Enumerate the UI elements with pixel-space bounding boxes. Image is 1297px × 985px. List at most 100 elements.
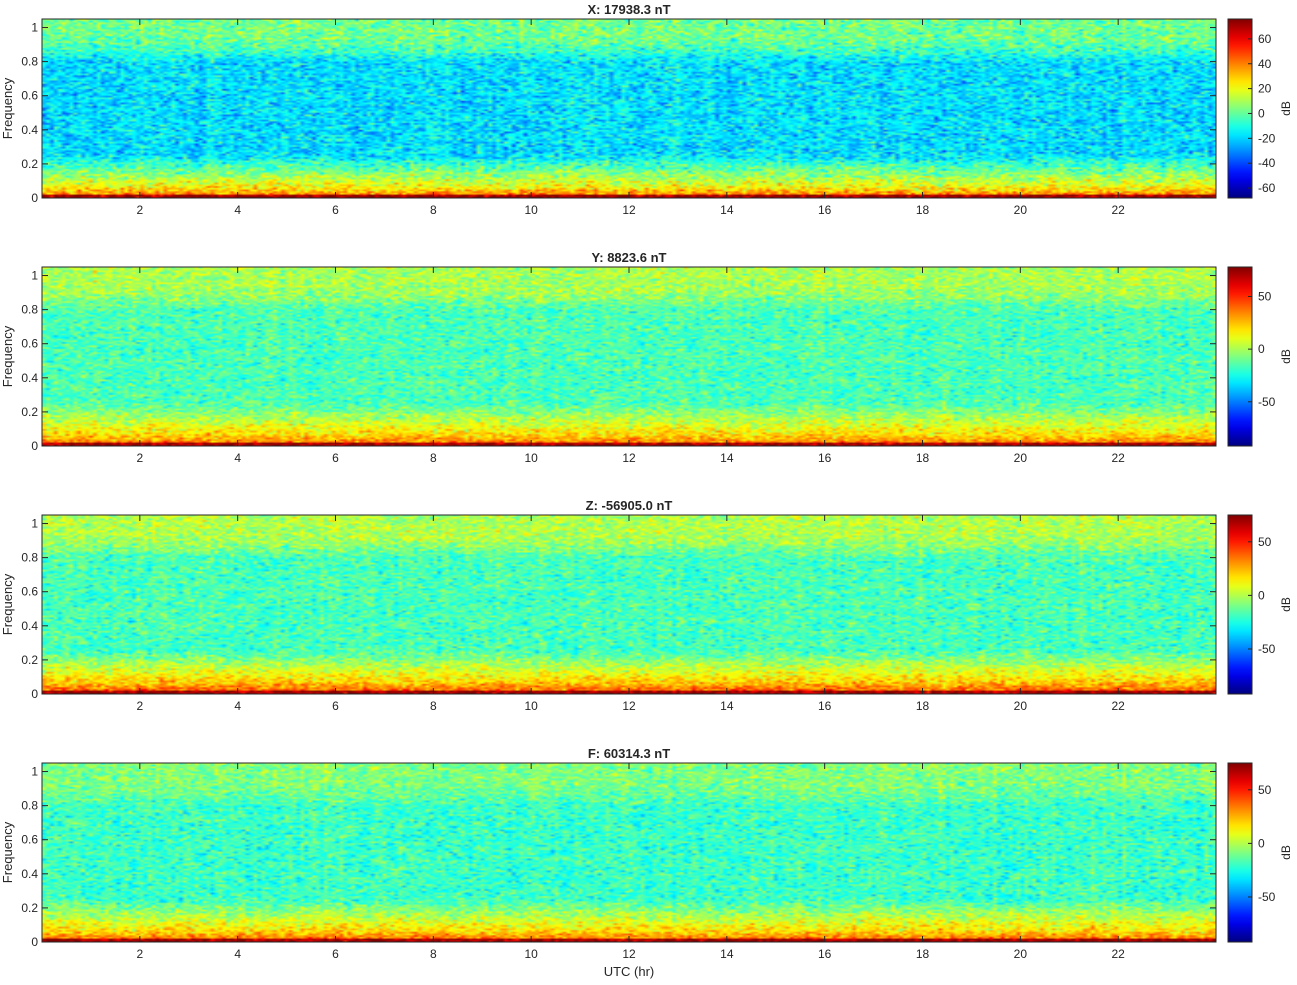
colorbar: -50 0 50 dB	[1227, 762, 1293, 943]
colorbar-tick-label: -50	[1258, 395, 1276, 409]
x-tick-label: 22	[1111, 203, 1125, 217]
y-tick-label: 0.8	[21, 303, 38, 317]
colorbar-tick-label: -20	[1258, 131, 1276, 145]
x-tick-label: 18	[916, 699, 930, 713]
spectrogram-panel-1: X: 17938.3 nT2 4 6 8 10 12 14 16 18 20 2200.20.40.…	[0, 2, 1293, 217]
x-tick-label: 16	[818, 699, 832, 713]
colorbar-scale	[1227, 762, 1253, 943]
panel-title: Z: -56905.0 nT	[586, 498, 673, 513]
y-tick-label: 0.4	[21, 867, 38, 881]
x-tick-label: 2	[136, 947, 143, 961]
colorbar-tick-label: -50	[1258, 642, 1276, 656]
y-tick-label: 0	[31, 687, 38, 701]
x-tick-label: 6	[332, 203, 339, 217]
x-tick-label: 20	[1014, 947, 1028, 961]
x-tick-label: 6	[332, 451, 339, 465]
y-tick-label: 0.2	[21, 653, 38, 667]
colorbar-tick-label: 50	[1258, 535, 1272, 549]
y-tick-label: 1	[31, 765, 38, 779]
y-tick-label: 1	[31, 21, 38, 35]
colorbar-tick-label: 0	[1258, 106, 1265, 120]
x-tick-label: 4	[234, 203, 241, 217]
y-tick-label: 0.6	[21, 89, 38, 103]
y-tick-label: 0.4	[21, 371, 38, 385]
colorbar-label: dB	[1279, 349, 1293, 364]
x-tick-label: 18	[916, 451, 930, 465]
colorbar-tick-label: -40	[1258, 156, 1276, 170]
x-tick-label: 10	[524, 203, 538, 217]
colorbar-tick-label: 40	[1258, 57, 1272, 71]
x-tick-label: 12	[622, 451, 636, 465]
x-tick-label: 22	[1111, 699, 1125, 713]
colorbar-tick-label: -50	[1258, 890, 1276, 904]
x-tick-label: 20	[1014, 203, 1028, 217]
colorbar: -60 -40 -20 0 20 40 60 dB	[1227, 18, 1293, 199]
y-tick-label: 0.2	[21, 405, 38, 419]
x-tick-label: 12	[622, 947, 636, 961]
x-tick-label: 8	[430, 451, 437, 465]
y-tick-label: 0.2	[21, 157, 38, 171]
x-tick-label: 20	[1014, 451, 1028, 465]
x-axis-label: UTC (hr)	[604, 964, 655, 979]
x-tick-label: 14	[720, 451, 734, 465]
y-tick-label: 0.6	[21, 833, 38, 847]
y-tick-label: 0.6	[21, 337, 38, 351]
colorbar-tick-label: -60	[1258, 181, 1276, 195]
y-axis-label: Frequency	[0, 325, 15, 387]
x-tick-label: 2	[136, 699, 143, 713]
x-tick-label: 14	[720, 947, 734, 961]
spectrogram-panel-2: Y: 8823.6 nT2 4 6 8 10 12 14 16 18 20 2200.20.40.6…	[0, 250, 1293, 465]
x-tick-label: 6	[332, 947, 339, 961]
x-tick-label: 4	[234, 699, 241, 713]
colorbar: -50 0 50 dB	[1227, 514, 1293, 695]
y-tick-label: 0.8	[21, 799, 38, 813]
spectrogram-panel-3: Z: -56905.0 nT2 4 6 8 10 12 14 16 18 20 2200.20.40…	[0, 498, 1293, 713]
panel-title: F: 60314.3 nT	[588, 746, 670, 761]
x-tick-label: 10	[524, 699, 538, 713]
x-tick-label: 4	[234, 947, 241, 961]
x-tick-label: 18	[916, 947, 930, 961]
x-tick-label: 18	[916, 203, 930, 217]
y-axis-label: Frequency	[0, 77, 15, 139]
colorbar-tick-label: 50	[1258, 783, 1272, 797]
y-tick-label: 0	[31, 935, 38, 949]
panel-title: Y: 8823.6 nT	[592, 250, 667, 265]
x-tick-label: 12	[622, 699, 636, 713]
y-tick-label: 0	[31, 191, 38, 205]
x-tick-label: 16	[818, 203, 832, 217]
colorbar-tick-label: 0	[1258, 588, 1265, 602]
spectrogram-image	[42, 763, 1216, 942]
y-axis-label: Frequency	[0, 573, 15, 635]
colorbar-label: dB	[1279, 597, 1293, 612]
y-tick-label: 0.4	[21, 123, 38, 137]
colorbar-scale	[1227, 266, 1253, 447]
y-axis-label: Frequency	[0, 821, 15, 883]
colorbar-tick-label: 60	[1258, 32, 1272, 46]
x-tick-label: 6	[332, 699, 339, 713]
colorbar: -50 0 50 dB	[1227, 266, 1293, 447]
x-tick-label: 4	[234, 451, 241, 465]
colorbar-tick-label: 0	[1258, 836, 1265, 850]
spectrogram-panel-4: F: 60314.3 nT2 4 6 8 10 12 14 16 18 20 2200.20.40.…	[0, 746, 1293, 979]
x-tick-label: 8	[430, 699, 437, 713]
y-tick-label: 0.6	[21, 585, 38, 599]
x-tick-label: 2	[136, 451, 143, 465]
x-tick-label: 22	[1111, 947, 1125, 961]
colorbar-tick-label: 0	[1258, 342, 1265, 356]
x-tick-label: 16	[818, 947, 832, 961]
x-tick-label: 10	[524, 451, 538, 465]
x-tick-label: 8	[430, 947, 437, 961]
colorbar-tick-label: 50	[1258, 289, 1272, 303]
x-tick-label: 22	[1111, 451, 1125, 465]
y-tick-label: 1	[31, 517, 38, 531]
x-tick-label: 14	[720, 203, 734, 217]
x-tick-label: 14	[720, 699, 734, 713]
colorbar-scale	[1227, 514, 1253, 695]
y-tick-label: 0.2	[21, 901, 38, 915]
x-tick-label: 2	[136, 203, 143, 217]
y-tick-label: 0.4	[21, 619, 38, 633]
spectrogram-image	[42, 515, 1216, 694]
colorbar-label: dB	[1279, 101, 1293, 116]
